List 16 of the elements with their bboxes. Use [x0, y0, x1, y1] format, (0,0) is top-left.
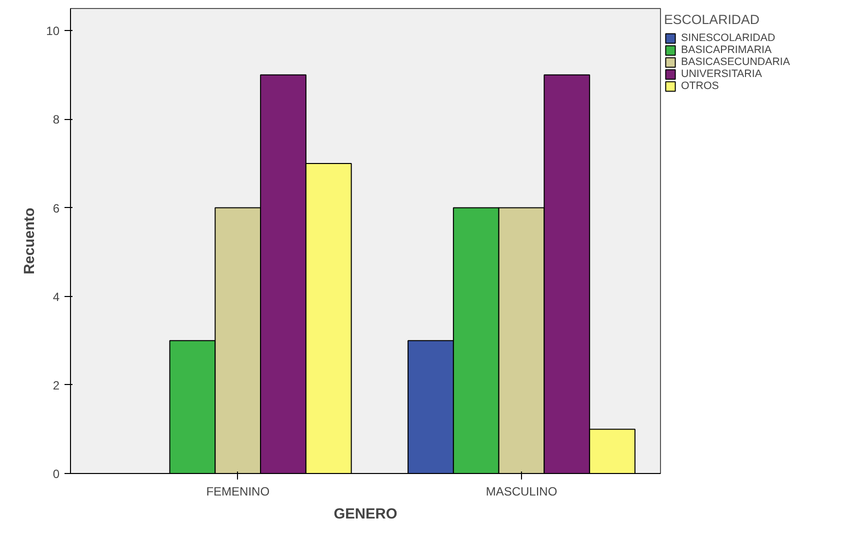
x-tick-label: MASCULINO	[486, 484, 558, 498]
x-tick-label: FEMENINO	[206, 484, 270, 498]
y-tick-label: 6	[52, 201, 60, 216]
y-axis-title: Recuento	[22, 208, 38, 274]
y-tick-label: 4	[52, 290, 60, 304]
y-tick-label: 2	[52, 378, 60, 392]
x-axis-title: GENERO	[334, 506, 398, 522]
legend-label: BASICAPRIMARIA	[681, 44, 772, 56]
legend-label: BASICASECUNDARIA	[681, 56, 790, 68]
y-tick-label: 8	[52, 112, 60, 127]
legend-label: UNIVERSITARIA	[681, 68, 762, 80]
legend-label: OTROS	[681, 80, 719, 92]
legend-title: ESCOLARIDAD	[664, 12, 761, 27]
y-tick-label: 0	[52, 467, 60, 481]
y-tick-label: 10	[46, 24, 60, 38]
legend-label: SINESCOLARIDAD	[681, 32, 776, 44]
